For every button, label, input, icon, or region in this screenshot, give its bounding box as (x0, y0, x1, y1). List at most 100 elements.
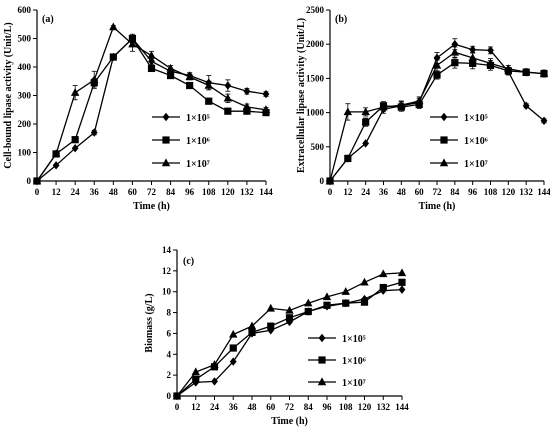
panel-a-data-point (224, 107, 232, 115)
panel-a-legend-entry: 1×10⁷ (152, 158, 210, 170)
panel-b-legend-label: 1×10⁵ (464, 113, 488, 124)
panel-c-x-tick-label: 84 (304, 402, 314, 412)
panel-a-x-tick-label: 48 (109, 187, 119, 197)
panel-a-data-point (223, 93, 233, 102)
panel-b-data-point (433, 53, 441, 63)
panel-c-data-point (397, 268, 407, 277)
panel-c-x-tick-label: 48 (248, 402, 258, 412)
panel-b-legend-entry: 1×10⁵ (430, 112, 488, 124)
panel-b-x-tick-label: 96 (468, 187, 478, 197)
panel-a-data-point (51, 149, 61, 158)
panel-a-x-tick-label: 12 (52, 187, 62, 197)
panel-c-legend-marker (318, 333, 326, 343)
panel-b-legend-entry: 1×10⁷ (430, 158, 488, 170)
panel-a-y-tick-label: 300 (18, 91, 32, 101)
panel-b: 0 500 1000 1500 2000 2500 0 12 24 36 48 60 72 84 96 108… (296, 5, 550, 212)
panel-c-data-point (304, 307, 312, 316)
panel-c-data-point (229, 329, 238, 338)
panel-b-x-tick-label: 72 (433, 187, 443, 197)
panel-a-y-axis-label: Cell-bound lipase activity (Unit/L) (3, 22, 14, 168)
panel-a-data-point (204, 80, 213, 89)
panel-c-data-point (323, 301, 331, 309)
panel-b-x-tick-label: 36 (379, 187, 389, 197)
panel-a-series-triangle (32, 22, 271, 185)
panel-a-legend-marker (162, 136, 170, 144)
panel-a-label: (a) (42, 14, 54, 25)
panel-a-y-tick-label: 600 (18, 5, 32, 15)
panel-b-x-tick-label: 120 (502, 187, 516, 197)
panel-c-data-point (322, 292, 332, 301)
panel-a-data-point (185, 72, 194, 81)
panel-c-y-tick-label: 8 (167, 308, 172, 318)
panel-c-data-point (211, 377, 218, 386)
panel-a-data-point (166, 71, 175, 80)
panel-c-data-point (248, 328, 256, 336)
panel-a-data-point (243, 87, 251, 96)
panel-c-data-point (286, 317, 293, 327)
panel-b-x-tick-label: 0 (328, 187, 333, 197)
panel-b-data-point (361, 107, 370, 116)
panel-b-y-tick-label: 0 (320, 176, 325, 186)
panel-c-data-point (398, 285, 406, 294)
panel-a-legend-label: 1×10⁷ (186, 159, 210, 170)
panel-b-data-point (397, 100, 406, 109)
panel-c-legend-marker (317, 377, 327, 386)
panel-b-data-point (521, 67, 531, 76)
panel-b-data-point (486, 58, 495, 67)
panel-c-x-tick-label: 120 (358, 402, 372, 412)
panel-a-data-point (224, 81, 232, 90)
panel-a-data-point (166, 63, 175, 72)
panel-c-x-tick-label: 144 (395, 402, 409, 412)
panel-c-x-axis-label: Time (h) (271, 416, 308, 427)
panel-c-y-tick-label: 12 (162, 266, 172, 276)
panel-c-data-point (210, 360, 219, 368)
panel-b-data-point (539, 69, 549, 77)
panel-b-x-tick-label: 108 (484, 187, 498, 197)
panel-c-x-tick-label: 24 (210, 402, 220, 412)
panel-a-legend-label: 1×10⁵ (186, 113, 210, 124)
panel-c-data-point (304, 298, 313, 307)
panel-c-data-point (342, 299, 350, 307)
panel-a-y-tick-label: 500 (18, 34, 32, 44)
panel-a-data-point (90, 128, 98, 137)
panel-a-x-tick-label: 132 (240, 187, 254, 197)
panel-b-data-point (540, 116, 548, 126)
panel-c-legend-label: 1×10⁶ (342, 356, 366, 367)
panel-a-data-point (71, 136, 79, 144)
panel-c-data-point (360, 298, 369, 306)
panel-c-x-tick-label: 36 (229, 402, 239, 412)
panel-b-data-point (325, 176, 335, 185)
panel-a-data-point (261, 105, 271, 113)
panel-a-data-point (128, 39, 137, 48)
panel-b-x-axis-label: Time (h) (419, 201, 456, 212)
panel-a-data-point (32, 176, 42, 185)
panel-b-x-tick-label: 48 (397, 187, 407, 197)
panel-a-data-point (71, 144, 79, 153)
panel-a-x-tick-label: 96 (185, 187, 195, 197)
panel-c-label: (c) (183, 256, 194, 267)
panel-c-legend-marker (318, 356, 326, 364)
panel-c-data-point (191, 367, 200, 376)
panel-c-series-diamond (173, 285, 406, 401)
panel-a-data-point (205, 97, 213, 105)
panel-a: 0 100 200 300 400 500 600 0 12 24 36 48 60 72 84 96 108 1… (3, 5, 273, 212)
panel-a-data-point (90, 75, 99, 84)
panel-b-data-point (468, 53, 477, 62)
panel-c-y-tick-label: 6 (167, 328, 172, 338)
panel-a-y-tick-label: 400 (18, 62, 32, 72)
panel-b-y-tick-label: 1500 (306, 73, 325, 83)
panel-c-data-point (172, 391, 182, 400)
panel-b-legend-marker (440, 136, 448, 144)
panel-a-x-tick-label: 24 (71, 187, 81, 197)
panel-b-data-point (451, 40, 459, 49)
panel-b-series-square (326, 56, 548, 185)
panel-b-data-point (504, 64, 513, 73)
panel-a-data-point (109, 22, 118, 31)
panel-b-y-tick-label: 2500 (306, 5, 325, 15)
panel-c-x-tick-label: 0 (175, 402, 180, 412)
panel-a-data-point (242, 102, 252, 111)
panel-b-data-point (362, 118, 370, 126)
panel-c-data-point (360, 277, 369, 286)
panel-c-data-point (229, 357, 237, 366)
